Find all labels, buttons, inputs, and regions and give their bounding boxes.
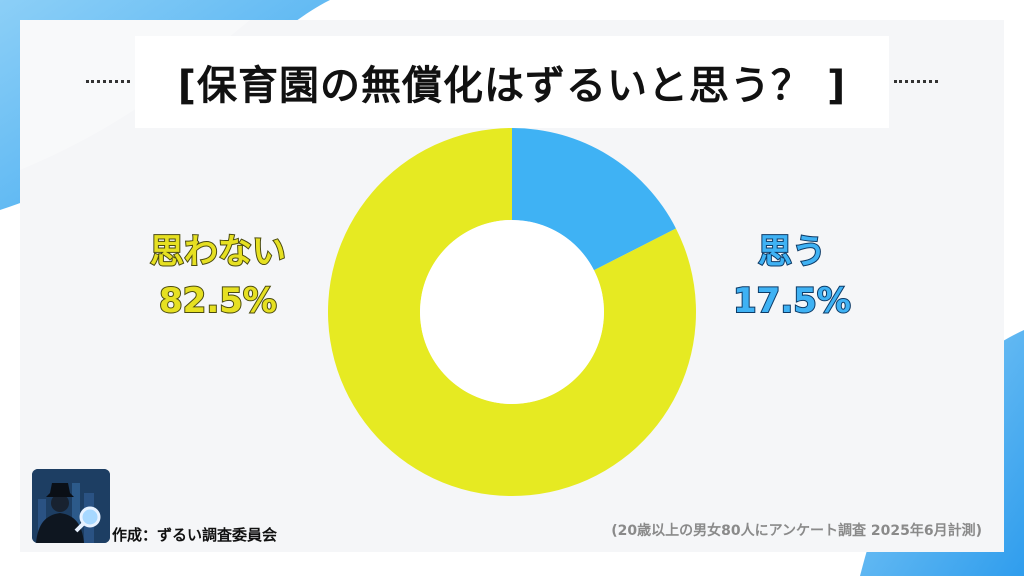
donut-hole xyxy=(420,220,604,404)
detective-magnifier-icon xyxy=(32,469,110,543)
slice-label-no-value: 82.5% xyxy=(158,280,278,322)
slice-label-yes-value: 17.5% xyxy=(732,280,852,322)
slice-label-no-name: 思わない xyxy=(149,231,287,273)
title-dots-right xyxy=(894,80,938,83)
survey-note: (20歳以上の男女80人にアンケート調査 2025年6月計測) xyxy=(611,523,982,539)
donut-slice-yes xyxy=(512,128,676,271)
slice-label-yes: 思う 17.5% xyxy=(712,230,872,328)
donut-slice-no xyxy=(328,128,696,496)
title-dots-left xyxy=(86,80,130,83)
credit-text: 作成：ずるい調査委員会 xyxy=(112,526,278,544)
slice-label-no: 思わない 82.5% xyxy=(128,230,308,328)
donut-chart xyxy=(328,128,696,496)
chart-title: [保育園の無償化はずるいと思う？ ] xyxy=(177,63,847,109)
title-box: [保育園の無償化はずるいと思う？ ] xyxy=(135,36,889,128)
slice-label-yes-name: 思う xyxy=(757,231,827,273)
